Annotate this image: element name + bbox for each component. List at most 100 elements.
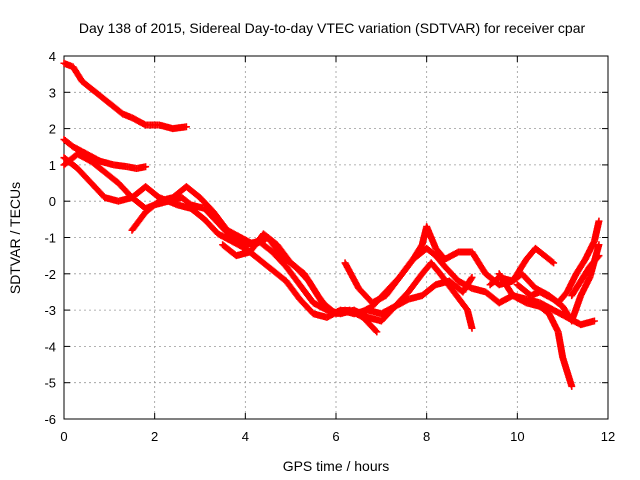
track-marker-run [88,180,108,200]
data-point [595,252,603,260]
track-marker-run [315,293,334,316]
track-marker-run [582,239,598,262]
track-marker-run [274,242,294,266]
track-marker-run [256,256,275,273]
data-point [468,324,476,332]
chart-title: Day 138 of 2015, Sidereal Day-to-day VTE… [79,20,586,36]
grid [64,56,608,419]
track-marker-run [569,278,584,298]
series-track-8 [495,270,576,390]
series-track-6 [219,230,598,329]
track-marker-run [573,257,589,276]
track-marker-run [564,271,580,295]
track-marker-run [451,289,470,313]
track-marker-run [247,231,266,255]
data-point [595,217,603,225]
track-marker-run [533,245,547,259]
track-marker-run [554,329,566,360]
data-point [595,241,603,249]
series-track-11 [568,252,603,300]
track-marker-run [587,253,602,269]
x-tick-label: 8 [423,429,430,444]
track-marker-run [301,271,321,298]
y-tick-label: 1 [49,158,56,173]
data-point [142,163,150,171]
y-tick-label: 4 [49,49,56,64]
track-marker-run [270,249,289,269]
track-marker-run [261,231,280,248]
track-marker-run [270,267,289,284]
series-track-1 [60,59,190,133]
track-marker-run [297,282,316,306]
y-tick-label: 0 [49,194,56,209]
track-marker-run [555,289,570,306]
track-marker-run [143,184,162,201]
y-tick-label: 3 [49,85,56,100]
track-marker-run [283,264,303,287]
track-marker-run [483,289,502,306]
track-marker-run [406,271,425,295]
track-marker-run [559,355,575,389]
x-tick-label: 12 [601,429,615,444]
track-marker-run [591,219,603,244]
track-marker-run [537,304,552,317]
series-track-10 [486,217,603,307]
track-marker-run [392,289,411,309]
track-marker-run [383,275,402,298]
track-marker-run [360,315,380,335]
track-marker-run [79,78,98,95]
track-marker-run [61,151,80,168]
track-marker-run [129,195,148,211]
y-tick-label: -4 [44,339,56,354]
track-marker-run [437,271,457,295]
track-marker-run [202,217,221,237]
track-marker-run [102,169,121,186]
data-point [568,382,576,390]
data-point [590,317,598,325]
series-track-2 [60,135,150,173]
track-marker-run [70,64,85,84]
track-marker-run [469,249,489,276]
track-marker-run [423,224,439,251]
data-point [182,123,190,131]
track-marker-run [568,293,584,323]
track-marker-run [433,253,448,269]
track-marker-run [464,308,476,331]
track-marker-run [107,100,126,117]
track-marker-run [410,242,425,262]
track-marker-run [75,166,94,186]
track-marker-run [179,195,194,208]
track-marker-run [578,264,593,284]
y-tick-label: -3 [44,303,56,318]
track-marker-run [129,209,149,233]
track-marker-run [116,180,135,200]
track-marker-run [283,278,303,302]
y-tick-label: -6 [44,412,56,427]
x-tick-label: 2 [151,429,158,444]
track-marker-run [143,198,162,215]
track-marker-run [342,260,362,291]
y-tick-label: -5 [44,376,56,391]
track-marker-run [546,311,561,334]
track-marker-run [356,286,375,306]
track-marker-run [515,282,534,299]
track-marker-run [297,296,316,317]
track-marker-run [170,184,189,201]
x-axis-label: GPS time / hours [283,458,390,474]
track-marker-run [542,253,556,266]
track-marker-run [220,242,239,259]
y-axis-label: SDTVAR / TECUs [7,182,23,294]
track-marker-run [202,206,221,226]
x-tick-label: 4 [242,429,249,444]
track-marker-run [197,195,216,215]
x-tick-label: 0 [60,429,67,444]
track-marker-run [188,205,207,222]
track-marker-run [577,275,593,298]
data-point [373,328,381,336]
x-tick-label: 10 [510,429,524,444]
track-marker-run [519,271,538,291]
track-marker-run [211,209,230,233]
track-marker-run [442,264,461,284]
